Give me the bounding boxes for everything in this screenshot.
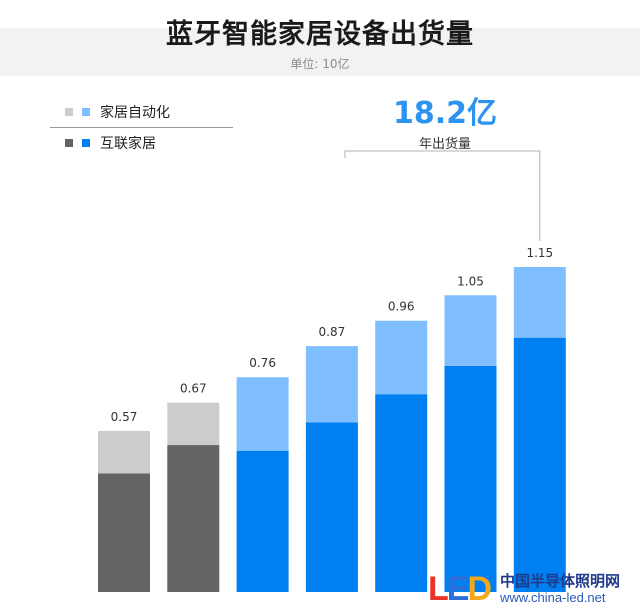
bar-segment-connected-home	[375, 394, 428, 592]
bar-segment-connected-home	[513, 337, 566, 592]
bar-value-label: 0.67	[180, 382, 207, 396]
led-logo-mark: LED	[428, 570, 492, 608]
callout-leader-line	[344, 150, 541, 242]
bar-value-label: 1.05	[457, 274, 484, 288]
bar-segment-home-automation	[375, 320, 428, 395]
legend-label-home-automation: 家居自动化	[100, 105, 170, 121]
bar-segment-home-automation	[513, 267, 566, 338]
bar-value-label: 1.15	[526, 246, 553, 260]
legend-divider	[50, 127, 233, 128]
legend-swatch-grey-light	[65, 108, 73, 116]
bar-segment-home-automation	[236, 377, 289, 451]
bar-segment-connected-home	[236, 450, 289, 592]
bar-value-label: 0.87	[319, 325, 346, 339]
legend-swatch-grey-dark	[65, 139, 73, 147]
title-band	[0, 28, 640, 76]
bar-segment-connected-home	[167, 445, 220, 592]
bar-value-label: 0.57	[111, 410, 138, 424]
legend-label-connected-home: 互联家居	[100, 136, 156, 152]
bar-segment-connected-home	[444, 365, 497, 592]
legend: 家居自动化 互联家居	[50, 100, 235, 155]
bar-value-label: 0.96	[388, 300, 415, 314]
bar-group	[98, 267, 566, 592]
legend-item-connected-home: 互联家居	[50, 131, 235, 155]
bar-segment-home-automation	[444, 295, 497, 366]
chart-unit: 单位: 10亿	[290, 57, 350, 71]
watermark-text: 中国半导体照明网	[500, 572, 621, 590]
bar-segment-connected-home	[305, 422, 358, 592]
chart-title: 蓝牙智能家居设备出货量	[166, 19, 474, 50]
legend-item-home-automation: 家居自动化	[50, 100, 235, 124]
watermark-logo: LED 中国半导体照明网 www.china-led.net	[428, 568, 636, 608]
watermark-url: www.china-led.net	[500, 590, 606, 605]
bar-value-label: 0.76	[249, 356, 276, 370]
bar-segment-home-automation	[167, 402, 220, 446]
legend-swatch-blue-light	[82, 108, 90, 116]
value-label-group: 0.57 0.67 0.76 0.87 0.96 1.05 1.15	[111, 246, 554, 424]
callout-value: 18.2亿	[392, 96, 498, 131]
legend-swatch-blue-dark	[82, 139, 90, 147]
bar-segment-connected-home	[98, 473, 150, 592]
bar-segment-home-automation	[98, 430, 150, 474]
bar-segment-home-automation	[305, 346, 358, 423]
callout-label: 年出货量	[418, 137, 471, 152]
